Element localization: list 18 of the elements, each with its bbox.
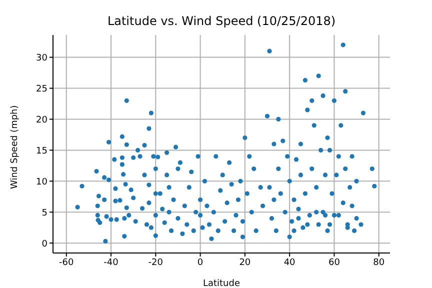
x-tick-label: -20 <box>148 258 164 268</box>
x-tick-label: 0 <box>197 258 204 268</box>
x-tick-label: 40 <box>284 258 296 268</box>
x-tick-label: 80 <box>373 258 385 268</box>
x-tick-label: 60 <box>328 258 340 268</box>
y-axis-title: Wind Speed (mph) <box>10 105 20 189</box>
x-axis-title: Latitude <box>202 279 240 288</box>
y-tick-label: 0 <box>42 239 48 250</box>
y-tick-label: 10 <box>36 177 48 188</box>
y-tick-label: 20 <box>36 115 48 126</box>
y-tick-label: 25 <box>36 84 48 94</box>
y-tick-label: 30 <box>36 53 48 64</box>
x-tick-label: 20 <box>239 258 251 268</box>
chart-title: Latitude vs. Wind Speed (10/25/2018) <box>106 14 337 28</box>
y-tick-label: 5 <box>42 208 48 218</box>
x-tick-label: -60 <box>59 258 74 268</box>
x-tick-label: -40 <box>104 258 119 268</box>
y-tick-label: 15 <box>36 146 48 156</box>
